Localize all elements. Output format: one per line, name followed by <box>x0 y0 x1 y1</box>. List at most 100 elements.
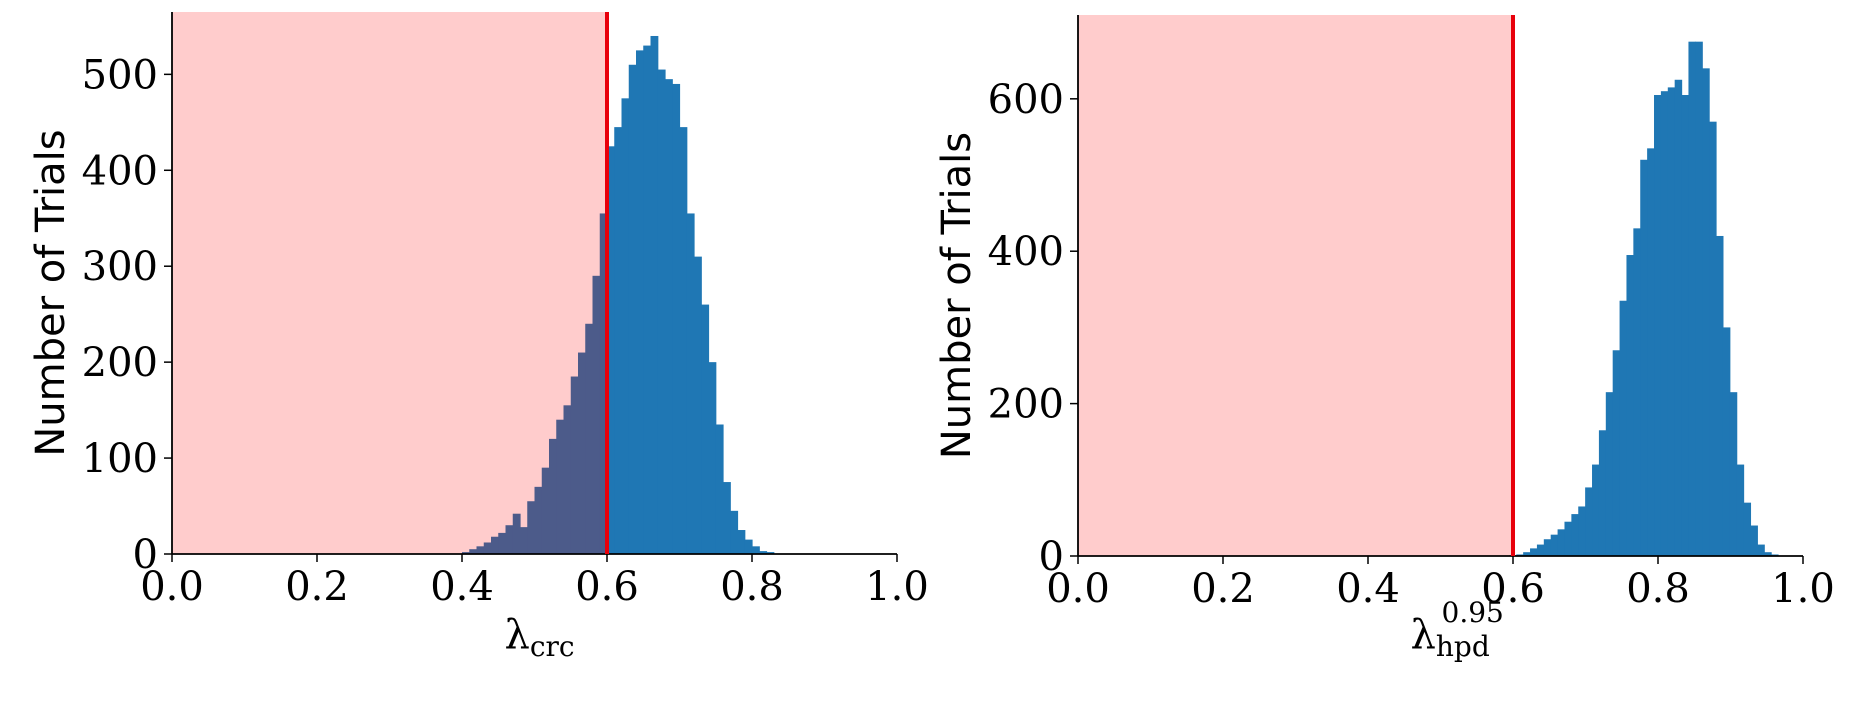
histogram-bar <box>1729 392 1738 556</box>
x-tick-label: 0.2 <box>285 564 349 610</box>
y-tick-label: 0 <box>133 532 158 578</box>
histogram-bar <box>585 323 594 554</box>
histogram-bar <box>694 256 702 554</box>
histogram-bar <box>462 552 470 554</box>
histogram-bar <box>1598 430 1607 556</box>
histogram-bar <box>1667 87 1676 556</box>
histogram-bar <box>1681 95 1690 556</box>
y-axis-label: Number of Trials <box>28 129 74 456</box>
histogram-bar <box>549 438 557 554</box>
y-tick-label: 300 <box>82 244 158 290</box>
x-tick-label: 0.6 <box>575 564 639 610</box>
histogram-bar <box>483 542 492 554</box>
histogram-bar <box>1688 41 1696 557</box>
x-axis-label-subscript: crc <box>530 630 575 663</box>
histogram-bar <box>1674 79 1683 556</box>
histogram-bar <box>1619 300 1628 556</box>
histogram-bar <box>1530 548 1538 556</box>
x-tick-label: 1.0 <box>1771 566 1835 612</box>
histogram-bar <box>1736 464 1745 556</box>
histogram-bar <box>1633 228 1641 556</box>
histogram-bar <box>607 146 615 554</box>
x-tick-label: 0.4 <box>430 564 494 610</box>
histogram-bar <box>476 546 485 554</box>
histogram-bar <box>657 69 666 554</box>
histogram-bar <box>498 532 507 554</box>
histogram-bar <box>665 79 673 554</box>
histogram-bar <box>715 424 724 554</box>
y-tick-label: 100 <box>82 436 158 482</box>
histogram-bar <box>1640 159 1648 556</box>
histogram-bar <box>505 525 514 554</box>
histogram-bar <box>563 405 572 554</box>
histogram-bar <box>1585 487 1593 556</box>
y-tick-label: 200 <box>988 382 1064 428</box>
x-axis-label-symbol: λ <box>505 612 530 658</box>
x-axis-label: λcrc <box>505 612 575 663</box>
x-tick-label: 1.0 <box>865 564 929 610</box>
histogram-bar <box>759 551 768 554</box>
x-tick-label: 0.0 <box>1046 566 1110 612</box>
histogram-bar <box>1757 544 1765 556</box>
x-tick-label: 0.0 <box>140 564 204 610</box>
histogram-bar <box>1709 121 1717 556</box>
histogram-panel-lambda-crc: 0.0 0.2 0.4 0.6 0.8 1.0 0 100 200 300 400 500Number… <box>28 12 929 663</box>
histogram-bar <box>1626 255 1634 557</box>
histogram-bar <box>723 482 731 554</box>
histogram-bar <box>614 127 623 554</box>
shaded-region <box>172 12 607 554</box>
histogram-bar <box>1612 350 1621 556</box>
y-tick-label: 0 <box>1039 534 1064 580</box>
histogram-bar <box>1536 544 1545 556</box>
histogram-bar <box>766 552 775 554</box>
histogram-bar <box>1702 68 1710 557</box>
histogram-bar <box>1571 514 1579 556</box>
histogram-bar <box>1592 464 1600 556</box>
histogram-bar <box>730 510 739 554</box>
histogram-bar <box>737 530 746 554</box>
histogram-bar <box>686 213 695 554</box>
histogram-bar <box>752 546 760 554</box>
y-tick-label: 400 <box>82 148 158 194</box>
histogram-bar <box>578 352 586 554</box>
x-axis-label-superscript: 0.95 <box>1442 596 1504 629</box>
histogram-bar <box>1550 534 1559 556</box>
histogram-bar <box>1557 529 1566 556</box>
histogram-bar <box>621 98 630 555</box>
histogram-bar <box>1743 502 1752 556</box>
x-tick-label: 0.4 <box>1336 566 1400 612</box>
histogram-bar <box>1764 552 1772 556</box>
shaded-region <box>1078 15 1513 556</box>
histogram-bar <box>672 83 681 554</box>
histogram-bar <box>1605 392 1614 556</box>
y-tick-label: 400 <box>988 229 1064 275</box>
histogram-bar <box>491 536 499 554</box>
x-axis-label-symbol: λ <box>1411 612 1436 658</box>
histogram-bar <box>1647 148 1655 556</box>
y-tick-label: 500 <box>82 52 158 98</box>
histogram-bar <box>1722 327 1731 556</box>
y-tick-label: 200 <box>82 340 158 386</box>
histogram-bar <box>527 501 536 554</box>
histogram-bar <box>679 127 688 554</box>
histogram-bar <box>469 549 478 554</box>
histogram-bar <box>1543 539 1552 556</box>
x-axis-label-subscript: hpd <box>1436 630 1490 663</box>
histogram-bar <box>1660 91 1669 557</box>
histogram-bar <box>1564 521 1572 556</box>
histogram-bar <box>1654 95 1662 556</box>
histogram-bar <box>701 304 710 554</box>
x-tick-label: 0.8 <box>720 564 784 610</box>
histogram-bar <box>744 539 753 554</box>
histogram-bar <box>1578 506 1586 556</box>
histogram-bar <box>643 45 652 554</box>
histogram-bar <box>1750 525 1758 556</box>
histogram-bar <box>520 527 528 554</box>
histogram-bar <box>541 467 550 554</box>
histogram-bar <box>592 275 601 554</box>
x-tick-label: 0.8 <box>1626 566 1690 612</box>
histogram-bar <box>1695 41 1703 557</box>
histogram-bar <box>599 213 608 554</box>
